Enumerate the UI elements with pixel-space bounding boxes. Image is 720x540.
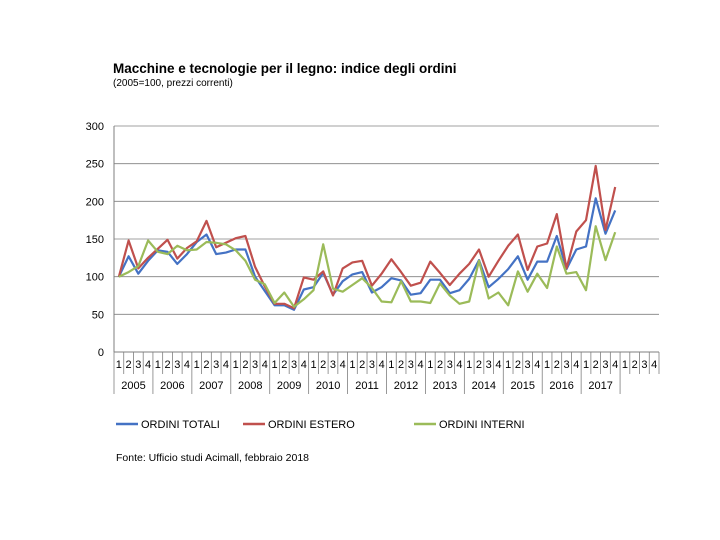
quarter-tick-label: 3 [486,359,492,371]
y-tick-label: 50 [92,309,104,321]
quarter-tick-label: 4 [456,359,462,371]
quarter-tick-label: 1 [622,359,628,371]
chart-subtitle: (2005=100, prezzi correnti) [113,78,233,89]
quarter-tick-label: 2 [515,359,521,371]
year-tick-label: 2015 [511,380,535,392]
quarter-tick-label: 3 [291,359,297,371]
quarter-tick-label: 3 [369,359,375,371]
quarter-tick-label: 4 [223,359,229,371]
quarter-tick-label: 4 [651,359,657,371]
quarter-tick-label: 1 [466,359,472,371]
y-tick-label: 300 [86,121,104,133]
quarter-tick-label: 3 [330,359,336,371]
quarter-tick-label: 2 [281,359,287,371]
y-tick-label: 200 [86,196,104,208]
quarter-tick-label: 4 [534,359,540,371]
quarter-tick-label: 1 [233,359,239,371]
quarter-tick-label: 2 [476,359,482,371]
year-tick-label: 2013 [433,380,457,392]
quarter-tick-label: 4 [301,359,307,371]
quarter-tick-label: 3 [213,359,219,371]
legend-label-2: ORDINI ESTERO [268,419,355,431]
quarter-tick-label: 1 [544,359,550,371]
year-tick-label: 2009 [277,380,301,392]
quarter-tick-label: 1 [272,359,278,371]
series-line-1 [117,197,617,311]
quarter-tick-label: 1 [349,359,355,371]
year-tick-label: 2011 [355,380,379,392]
legend: ORDINI TOTALI ORDINI ESTERO ORDINI INTERNI [116,419,525,431]
legend-label-3: ORDINI INTERNI [439,419,525,431]
quarter-tick-label: 4 [495,359,501,371]
quarter-tick-label: 1 [194,359,200,371]
quarter-tick-label: 4 [379,359,385,371]
quarter-tick-label: 4 [340,359,346,371]
quarter-tick-label: 3 [525,359,531,371]
quarter-tick-label: 3 [135,359,141,371]
quarter-tick-label: 4 [145,359,151,371]
year-tick-label: 2006 [160,380,184,392]
quarter-tick-label: 1 [583,359,589,371]
y-tick-label: 0 [98,347,104,359]
quarter-tick-label: 2 [359,359,365,371]
series-line-3 [118,225,617,308]
quarter-tick-label: 1 [155,359,161,371]
quarter-tick-label: 3 [447,359,453,371]
series-line-2 [117,164,617,310]
y-tick-label: 100 [86,272,104,284]
year-tick-label: 2007 [199,380,223,392]
quarter-tick-label: 2 [320,359,326,371]
quarter-tick-label: 4 [262,359,268,371]
quarter-tick-label: 2 [632,359,638,371]
y-tick-label: 250 [86,159,104,171]
quarter-tick-label: 2 [398,359,404,371]
quarter-tick-label: 2 [126,359,132,371]
year-tick-label: 2016 [549,380,573,392]
quarter-tick-label: 3 [252,359,258,371]
series-lines [117,164,617,311]
quarter-tick-label: 3 [602,359,608,371]
quarter-tick-label: 1 [388,359,394,371]
year-tick-label: 2012 [394,380,418,392]
y-tick-label: 150 [86,234,104,246]
year-tick-label: 2005 [121,380,145,392]
quarter-tick-label: 1 [427,359,433,371]
y-axis: 0 50 100 150 200 250 300 [86,121,115,359]
quarter-tick-label: 4 [612,359,618,371]
quarter-tick-label: 4 [184,359,190,371]
grid-lines [114,125,659,353]
legend-label-1: ORDINI TOTALI [141,419,220,431]
quarter-tick-label: 2 [593,359,599,371]
year-tick-label: 2008 [238,380,262,392]
quarter-tick-label: 1 [116,359,122,371]
quarter-tick-label: 3 [563,359,569,371]
quarter-tick-label: 2 [554,359,560,371]
chart-title: Macchine e tecnologie per il legno: indi… [113,61,457,76]
quarter-tick-label: 4 [418,359,424,371]
year-tick-label: 2010 [316,380,340,392]
quarter-tick-label: 4 [573,359,579,371]
quarter-tick-label: 2 [164,359,170,371]
quarter-tick-label: 3 [174,359,180,371]
year-tick-label: 2017 [588,380,612,392]
quarter-tick-label: 1 [310,359,316,371]
quarter-tick-label: 3 [641,359,647,371]
quarter-tick-label: 2 [242,359,248,371]
quarter-tick-label: 3 [408,359,414,371]
quarter-tick-label: 2 [437,359,443,371]
quarter-tick-label: 1 [505,359,511,371]
quarter-tick-label: 2 [203,359,209,371]
year-tick-label: 2014 [472,380,496,392]
source-note: Fonte: Ufficio studi Acimall, febbraio 2… [116,452,309,464]
